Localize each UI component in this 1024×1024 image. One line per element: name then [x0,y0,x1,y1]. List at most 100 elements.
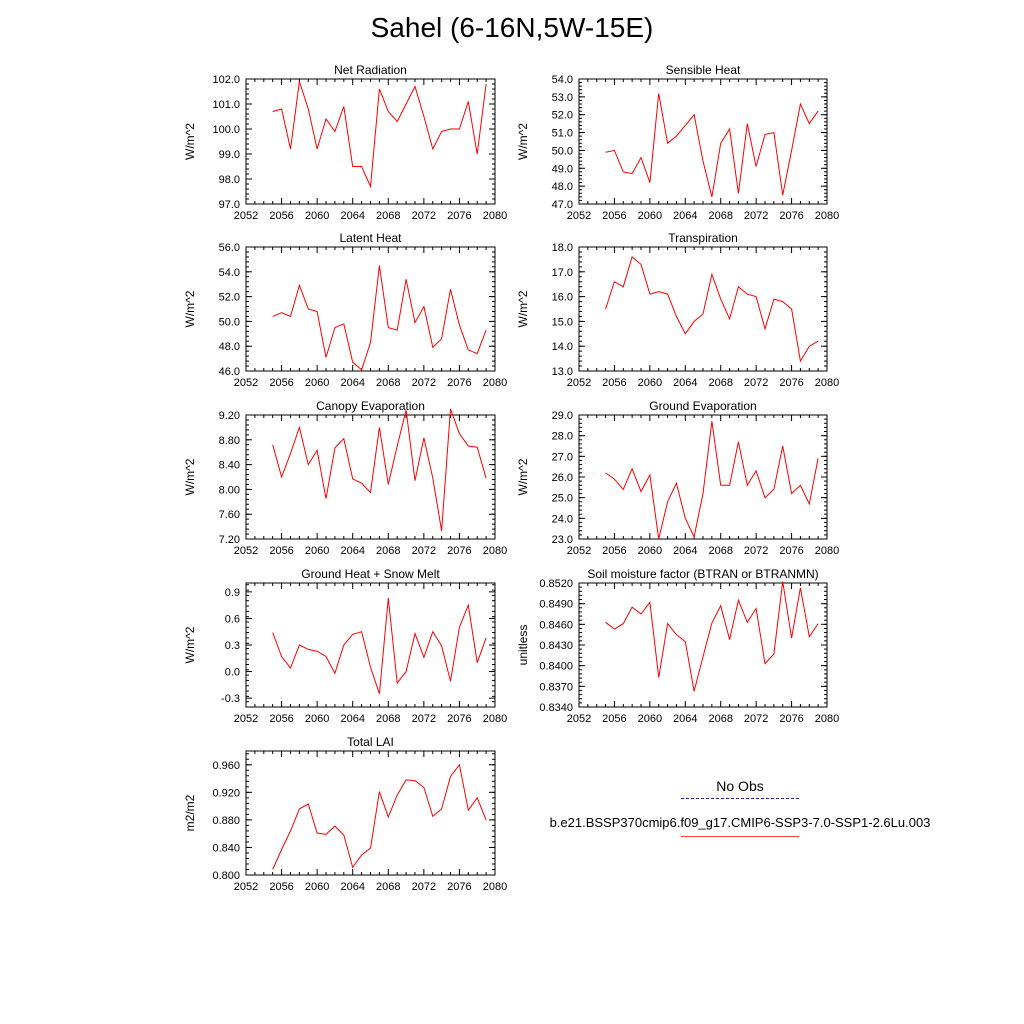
y-tick-label: 46.0 [219,366,240,378]
x-tick-label: 2052 [234,210,258,222]
y-tick-label: 99.0 [219,149,240,161]
y-tick-label: 0.8460 [539,619,573,631]
chart-panel-8: Total LAI m2/m2 2052 2056 2060 2064 2068 2072 20… [183,735,507,893]
y-tick-label: 0.3 [225,640,240,652]
y-axis-label: m2/m2 [183,794,197,831]
y-tick-label: 51.0 [552,128,573,140]
x-tick-label: 2064 [340,545,364,557]
y-tick-label: 101.0 [212,99,240,111]
y-tick-label: 0.9 [225,587,240,599]
y-tick-label: 18.0 [552,242,573,254]
plot-frame [245,414,496,540]
chart-panel-5: Ground Evaporation W/m^2 2052 2056 2060 2064 2… [516,399,839,557]
x-tick-label: 2060 [305,210,329,222]
series-line [272,763,487,870]
y-tick-label: 9.20 [219,410,240,422]
x-tick-label: 2072 [744,713,768,725]
series-line [605,421,819,540]
panel-title: Transpiration [668,231,738,245]
chart-panel-7: Soil moisture factor (BTRAN or BTRANMN) u… [516,567,839,725]
page-title: Sahel (6-16N,5W-15E) [370,12,654,43]
x-tick-label: 2064 [673,545,697,557]
x-tick-label: 2064 [340,377,364,389]
x-tick-label: 2076 [779,210,803,222]
x-tick-label: 2076 [447,713,471,725]
series-line [605,256,819,363]
y-axis-label: unitless [516,625,530,666]
x-tick-label: 2056 [602,545,626,557]
y-axis-label: W/m^2 [183,123,197,160]
y-tick-label: 47.0 [552,199,573,211]
x-tick-label: 2076 [447,210,471,222]
y-tick-label: 98.0 [219,174,240,186]
x-tick-label: 2068 [376,210,400,222]
plot-frame [245,750,496,876]
x-tick-label: 2052 [567,377,591,389]
x-tick-label: 2064 [340,713,364,725]
legend-obs-line [681,798,799,799]
x-tick-label: 2060 [638,545,662,557]
y-tick-label: 54.0 [552,74,573,86]
x-tick-label: 2056 [602,713,626,725]
x-tick-label: 2060 [305,545,329,557]
y-axis-label: W/m^2 [516,123,530,160]
chart-panel-0: Net Radiation W/m^2 2052 2056 2060 2064 2068 20… [183,63,507,222]
y-tick-label: 23.0 [552,534,573,546]
chart-panel-3: Transpiration W/m^2 2052 2056 2060 2064 2068 20… [516,231,839,389]
x-tick-label: 2072 [412,210,436,222]
x-tick-label: 2072 [412,881,436,893]
y-tick-label: 0.0 [225,667,240,679]
x-tick-label: 2068 [708,713,732,725]
x-tick-label: 2076 [779,713,803,725]
y-tick-label: 28.0 [552,431,573,443]
y-tick-label: 0.8430 [539,640,573,652]
x-tick-label: 2052 [234,377,258,389]
plot-frame [245,582,496,708]
x-tick-label: 2060 [305,713,329,725]
x-tick-label: 2060 [638,713,662,725]
x-tick-label: 2064 [673,377,697,389]
y-tick-label: 0.880 [212,815,240,827]
x-tick-label: 2060 [305,377,329,389]
x-tick-label: 2052 [234,881,258,893]
y-tick-label: 0.920 [212,787,240,799]
x-tick-label: 2080 [815,210,839,222]
x-tick-label: 2080 [815,545,839,557]
chart-panel-1: Sensible Heat W/m^2 2052 2056 2060 2064 2068 20… [516,63,839,222]
x-tick-label: 2052 [234,713,258,725]
x-tick-label: 2052 [567,210,591,222]
y-tick-label: 52.0 [552,110,573,122]
x-tick-label: 2064 [340,881,364,893]
x-tick-label: 2080 [483,881,507,893]
y-tick-label: 0.8400 [539,661,573,673]
x-tick-label: 2056 [269,377,293,389]
y-tick-label: 0.960 [212,760,240,772]
series-line [272,408,487,531]
y-tick-label: 0.800 [212,870,240,882]
x-tick-label: 2068 [376,881,400,893]
series-line [605,581,819,692]
x-tick-label: 2052 [567,545,591,557]
plot-frame [578,78,828,205]
panel-title: Latent Heat [339,231,402,245]
legend-model-line [681,836,799,837]
panel-title: Net Radiation [334,63,407,77]
x-tick-label: 2056 [602,377,626,389]
x-tick-label: 2056 [269,545,293,557]
x-tick-label: 2068 [708,210,732,222]
x-tick-label: 2056 [269,713,293,725]
chart-panel-2: Latent Heat W/m^2 2052 2056 2060 2064 2068 2072… [183,231,507,389]
y-axis-label: W/m^2 [516,290,530,327]
y-tick-label: 8.80 [219,435,240,447]
y-axis-label: W/m^2 [183,458,197,495]
x-tick-label: 2080 [483,210,507,222]
x-tick-label: 2056 [602,210,626,222]
y-tick-label: -0.3 [221,693,240,705]
y-tick-label: 16.0 [552,292,573,304]
y-tick-label: 8.00 [219,484,240,496]
x-tick-label: 2060 [305,881,329,893]
x-tick-label: 2068 [708,377,732,389]
y-tick-label: 29.0 [552,410,573,422]
x-tick-label: 2052 [234,545,258,557]
panel-title: Soil moisture factor (BTRAN or BTRANMN) [587,567,818,581]
